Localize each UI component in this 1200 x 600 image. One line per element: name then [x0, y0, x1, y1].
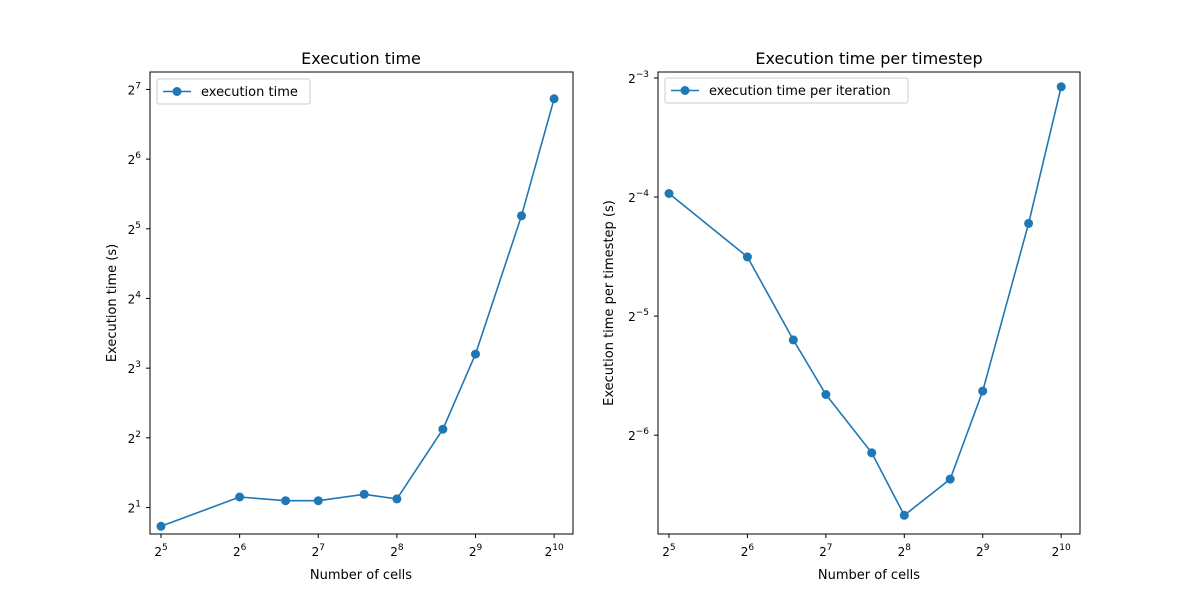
chart-right-series-0-point-4 — [867, 448, 877, 458]
chart-left-series-0-point-1 — [235, 492, 245, 502]
chart-right-ticks: 25 26 27 28 29 210 2−6 2−5 2−4 2−3 — [628, 70, 1071, 559]
chart-left-title: Execution time — [301, 49, 421, 68]
chart-right-ytick-label-3: 2−3 — [628, 70, 649, 86]
chart-right-legend-label: execution time per iteration — [709, 84, 891, 99]
chart-left-series-0-point-3 — [313, 496, 323, 506]
chart-left-ytick-label-2: 23 — [128, 360, 141, 376]
chart-left-ticks: 25 26 27 28 29 210 21 22 23 24 25 26 27 — [128, 81, 564, 559]
chart-left-xtick-label-5: 210 — [545, 543, 564, 559]
chart-left-legend-box — [156, 78, 311, 105]
chart-left-ytick-label-3: 24 — [128, 290, 142, 306]
chart-right-legend-box — [664, 77, 909, 104]
chart-left-ytick-label-1: 22 — [128, 430, 141, 446]
chart-left-legend: execution time — [156, 78, 311, 105]
chart-left-series-0-point-7 — [471, 349, 480, 359]
chart-right-ytick-label-0: 2−6 — [628, 427, 649, 443]
chart-right-series-0-point-8 — [1024, 218, 1034, 228]
chart-left-series-line-0 — [160, 98, 555, 528]
chart-left-series-0-point-2 — [281, 496, 291, 506]
chart-right-xtick-label-0: 25 — [662, 543, 675, 559]
chart-right-xtick-label-4: 29 — [976, 543, 990, 559]
chart-left-axes-frame — [149, 71, 574, 535]
chart-left-xtick-label-2: 27 — [312, 543, 325, 559]
chart-left-series-0-point-5 — [392, 494, 402, 504]
chart-left-legend-label: execution time — [201, 85, 298, 100]
chart-right-series-line-0 — [668, 86, 1062, 517]
chart-right-ylabel: Execution time per timestep (s) — [602, 200, 617, 406]
chart-right-series-0-point-7 — [978, 386, 988, 396]
chart-right-series-0-point-2 — [788, 335, 798, 345]
chart-left-series-0-point-0 — [156, 521, 166, 531]
chart-left-ytick-label-6: 27 — [128, 81, 141, 97]
chart-left-series-0-point-4 — [359, 489, 369, 499]
chart-left-legend-marker — [172, 87, 182, 96]
chart-left-xtick-label-4: 29 — [469, 543, 483, 559]
chart-right-xtick-label-5: 210 — [1052, 543, 1071, 559]
chart-left-series-0-point-8 — [517, 211, 526, 221]
chart-right-series-0-point-6 — [945, 474, 955, 484]
chart-right-legend-marker — [680, 86, 690, 95]
chart-right-series — [664, 82, 1066, 520]
chart-left-ytick-label-5: 26 — [128, 151, 142, 167]
chart-right: Execution time per timestep 25 26 27 28 29 21… — [602, 49, 1081, 583]
chart-left-xtick-label-3: 28 — [390, 543, 404, 559]
chart-left-ylabel: Execution time (s) — [105, 244, 120, 362]
chart-right-axes-frame — [657, 71, 1081, 535]
chart-right-xlabel: Number of cells — [818, 568, 920, 583]
chart-right-legend: execution time per iteration — [664, 77, 909, 104]
chart-right-series-0-point-9 — [1056, 82, 1066, 92]
chart-right-series-0-point-1 — [742, 252, 752, 262]
chart-right-series-0-point-5 — [899, 510, 909, 520]
chart-right-ytick-label-1: 2−5 — [628, 308, 649, 324]
chart-left-xtick-label-1: 26 — [233, 543, 247, 559]
chart-right-series-0-point-0 — [664, 189, 674, 198]
chart-right-title: Execution time per timestep — [755, 49, 982, 68]
chart-right-series-0-point-3 — [821, 390, 831, 399]
chart-left-ytick-label-4: 25 — [128, 221, 141, 237]
chart-right-ytick-label-2: 2−4 — [628, 189, 649, 205]
chart-left-ytick-label-0: 21 — [128, 500, 141, 516]
chart-right-xtick-label-1: 26 — [741, 543, 755, 559]
chart-right-xtick-label-3: 28 — [898, 543, 912, 559]
chart-left-xlabel: Number of cells — [310, 568, 412, 583]
chart-right-xtick-label-2: 27 — [819, 543, 832, 559]
chart-left-series-0-point-6 — [438, 424, 448, 434]
chart-left-series-0-point-9 — [549, 94, 559, 104]
chart-left-series — [156, 94, 559, 531]
chart-left: Execution time 25 26 27 28 29 210 21 22 23 24 25 26… — [105, 49, 574, 583]
chart-left-xtick-label-0: 25 — [154, 543, 167, 559]
